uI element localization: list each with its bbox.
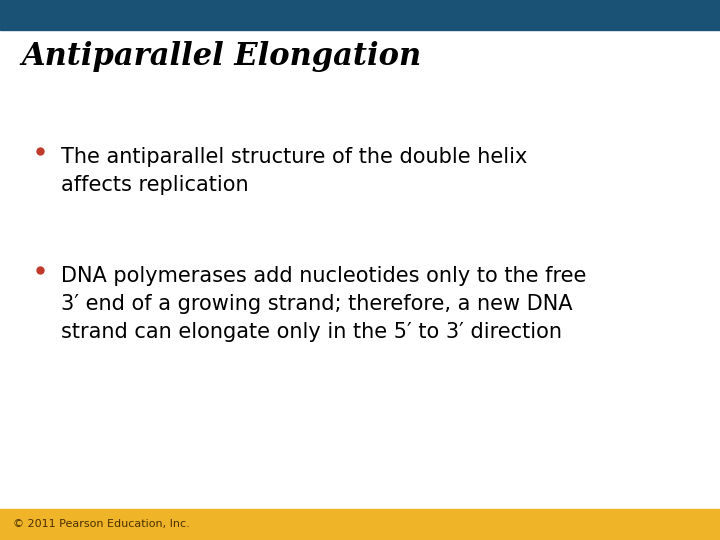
Text: Antiparallel Elongation: Antiparallel Elongation [22,40,422,71]
Text: The antiparallel structure of the double helix
affects replication: The antiparallel structure of the double… [61,147,528,195]
Text: DNA polymerases add nucleotides only to the free
3′ end of a growing strand; the: DNA polymerases add nucleotides only to … [61,266,587,342]
Text: © 2011 Pearson Education, Inc.: © 2011 Pearson Education, Inc. [13,519,189,529]
Bar [0,509,720,540]
Bar [0,0,720,30]
